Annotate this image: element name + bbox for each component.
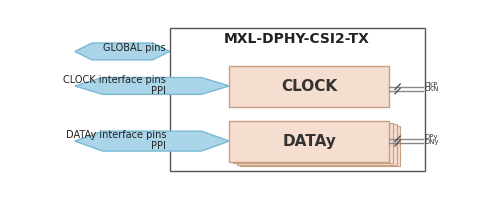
FancyBboxPatch shape	[229, 66, 389, 107]
FancyBboxPatch shape	[240, 126, 400, 166]
Polygon shape	[75, 131, 229, 151]
Text: DPy: DPy	[424, 134, 438, 140]
Text: CKP: CKP	[424, 82, 438, 88]
Text: CLOCK: CLOCK	[281, 79, 337, 94]
Text: PPI: PPI	[151, 86, 166, 96]
FancyBboxPatch shape	[237, 124, 396, 165]
Text: MXL-DPHY-CSI2-TX: MXL-DPHY-CSI2-TX	[224, 32, 370, 46]
Text: GLOBAL pins: GLOBAL pins	[103, 43, 166, 53]
Polygon shape	[75, 43, 170, 60]
Text: CLOCK interface pins: CLOCK interface pins	[63, 75, 166, 85]
FancyBboxPatch shape	[233, 123, 393, 163]
Text: DNy: DNy	[424, 139, 439, 144]
FancyBboxPatch shape	[229, 121, 389, 162]
Text: PPI: PPI	[151, 141, 166, 151]
Polygon shape	[75, 77, 229, 94]
Text: DATAy interface pins: DATAy interface pins	[65, 130, 166, 140]
Text: CKN: CKN	[424, 86, 439, 93]
FancyBboxPatch shape	[170, 28, 424, 171]
Text: DATAy: DATAy	[282, 134, 336, 149]
